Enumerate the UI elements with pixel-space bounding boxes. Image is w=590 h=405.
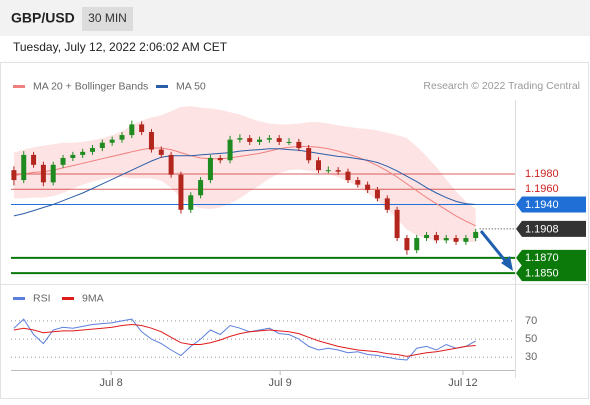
- candle-body: [129, 124, 135, 136]
- candle-body: [50, 164, 56, 183]
- candle-body: [257, 139, 263, 142]
- candle-body: [315, 160, 321, 171]
- y-tick-label: 30: [525, 351, 537, 363]
- legend-label: MA 20 + Bollinger Bands: [33, 80, 148, 92]
- y-tick-label: 70: [525, 315, 537, 327]
- candle-body: [119, 135, 125, 140]
- candle-body: [80, 151, 86, 155]
- credit: Research © 2022 Trading Central: [423, 80, 580, 92]
- candle-body: [207, 157, 213, 181]
- rsi-line: [13, 323, 476, 357]
- level-label: 1.1908: [525, 223, 559, 235]
- x-tick-label: Jul 12: [448, 377, 477, 389]
- candle-body: [365, 184, 371, 190]
- timeframe[interactable]: 30 MIN: [88, 11, 127, 25]
- candle-body: [276, 138, 282, 142]
- candle-body: [31, 154, 37, 165]
- candle-body: [168, 154, 174, 175]
- candle-body: [414, 238, 420, 251]
- legend-swatch: [13, 297, 25, 300]
- candle-body: [335, 170, 341, 172]
- candle-body: [384, 198, 390, 210]
- candle-body: [99, 142, 105, 149]
- candle-body: [355, 180, 361, 185]
- level-tag: [516, 220, 586, 237]
- level-label: 1.1870: [525, 252, 559, 264]
- candle-body: [433, 234, 439, 241]
- candle-body: [198, 180, 204, 196]
- candle-body: [345, 171, 351, 181]
- candle-body: [158, 149, 164, 155]
- candle-body: [227, 139, 233, 161]
- legend-swatch: [13, 85, 25, 88]
- candle-body: [148, 132, 154, 150]
- candle-body: [40, 164, 46, 183]
- plot-layer: 1.1980 1.1960 1.1940 1.1908 1.1870 1.1850 MA 2…: [11, 80, 586, 389]
- candle-body: [286, 141, 292, 143]
- y-tick-label: 50: [525, 333, 537, 345]
- level-tag: [516, 265, 586, 282]
- candle-body: [296, 141, 302, 149]
- candle-body: [109, 139, 115, 143]
- level-label: 1.1960: [525, 183, 559, 195]
- timeframe-button[interactable]: [82, 7, 133, 31]
- candle-body: [443, 238, 449, 241]
- level-label: 1.1940: [525, 199, 559, 211]
- candle-body: [60, 157, 66, 165]
- level-tag: [516, 196, 586, 213]
- candle-body: [266, 138, 272, 140]
- legend-swatch: [62, 297, 74, 300]
- candle-body: [139, 124, 145, 133]
- candle-body: [188, 195, 194, 210]
- candle-body: [11, 170, 17, 181]
- timestamp: Tuesday, July 12, 2022 2:06:02 AM CET: [13, 40, 228, 54]
- x-tick-label: Jul 8: [100, 377, 123, 389]
- candle-body: [463, 238, 469, 242]
- candle-body: [325, 170, 331, 172]
- candle-body: [178, 174, 184, 210]
- candle-body: [394, 209, 400, 239]
- legend-label: RSI: [33, 292, 51, 304]
- legend-swatch: [156, 85, 168, 88]
- ma-line: [13, 148, 476, 217]
- candle-body: [90, 148, 96, 152]
- level-label: 1.1980: [525, 168, 559, 180]
- ma-line: [13, 146, 476, 227]
- candle-body: [217, 157, 223, 161]
- candle-body: [424, 234, 430, 239]
- candle-body: [404, 238, 410, 251]
- level-tag: [516, 249, 586, 266]
- legend-label: 9MA: [82, 292, 104, 304]
- symbol: GBP/USD: [11, 10, 75, 26]
- candle-body: [473, 231, 479, 239]
- level-label: 1.1850: [525, 267, 559, 279]
- candle-body: [21, 154, 27, 181]
- candle-body: [237, 138, 243, 140]
- candle-body: [453, 238, 459, 242]
- candle-body: [374, 189, 380, 199]
- x-tick-label: Jul 9: [269, 377, 292, 389]
- legend-label: MA 50: [176, 80, 206, 92]
- chart-frame: [0, 62, 589, 399]
- forecast-arrowhead: [501, 256, 513, 271]
- candle-body: [247, 138, 253, 142]
- candle-body: [306, 148, 312, 161]
- forecast-arrow: [479, 230, 509, 264]
- rsi-line: [13, 318, 476, 361]
- candle-body: [70, 154, 76, 158]
